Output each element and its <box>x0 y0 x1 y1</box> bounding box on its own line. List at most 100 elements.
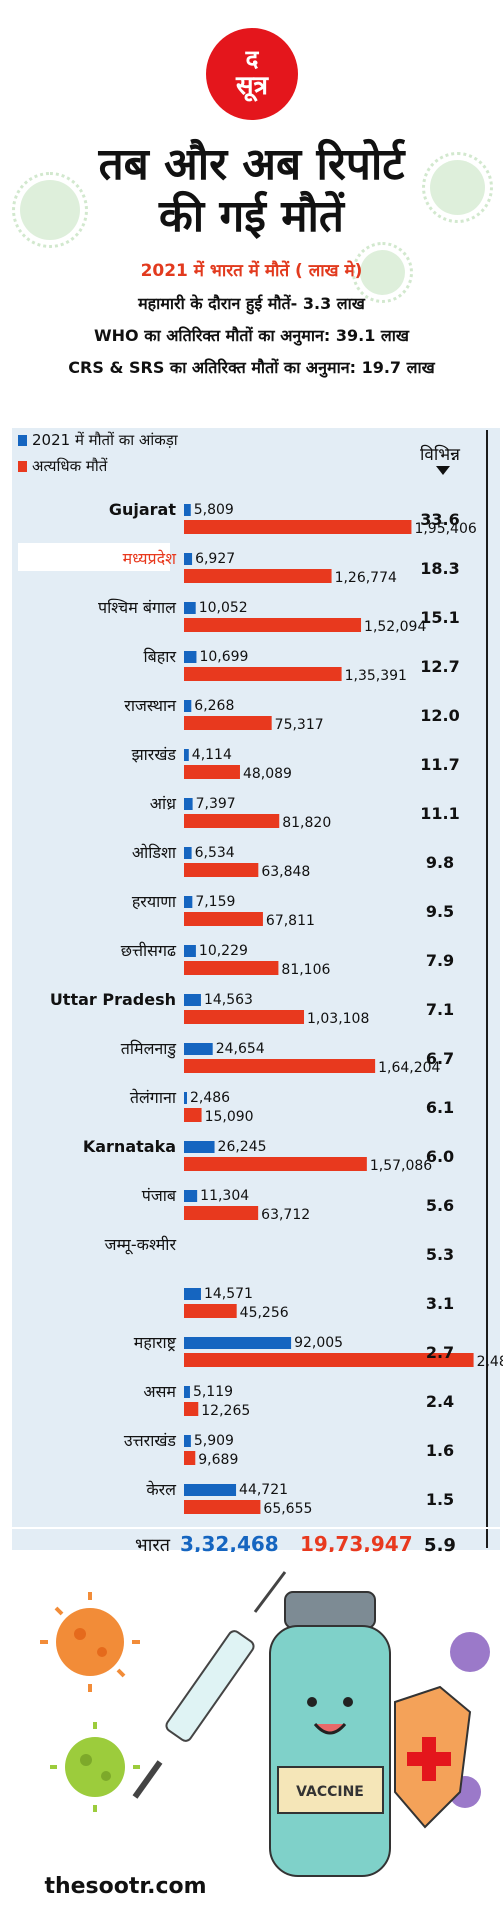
vaccine-label: VACCINE <box>296 1784 364 1800</box>
value-label-reported: 24,654 <box>216 1041 265 1057</box>
site-url: thesootr.com <box>44 1874 207 1899</box>
value-label-reported: 6,534 <box>195 845 235 861</box>
ratio-value: 18.3 <box>420 559 459 578</box>
ratio-value: 6.1 <box>426 1098 454 1117</box>
bar-reported <box>184 994 201 1006</box>
value-label-reported: 10,699 <box>199 649 248 665</box>
bar-reported <box>184 504 191 516</box>
legend-excess: अत्यधिक मौतें <box>18 456 107 476</box>
value-label-reported: 5,809 <box>194 502 234 518</box>
legend-reported: 2021 में मौतों का आंकड़ा <box>18 430 178 450</box>
value-label-reported: 10,229 <box>199 943 248 959</box>
value-label-excess: 48,089 <box>243 766 292 782</box>
bar-reported <box>184 1190 198 1202</box>
logo-line-2: सूत्र <box>236 71 268 101</box>
sort-down-icon <box>436 466 450 475</box>
category-label: ओडिशा <box>132 843 177 862</box>
value-label-excess: 63,848 <box>261 864 310 880</box>
value-label-excess: 1,03,108 <box>307 1011 369 1027</box>
bar-excess <box>184 1206 259 1220</box>
value-label-excess: 15,090 <box>205 1109 254 1125</box>
bar-reported <box>184 1337 292 1349</box>
category-label: मध्यप्रदेश <box>123 549 177 568</box>
value-label-reported: 92,005 <box>294 1335 343 1351</box>
bar-excess <box>184 1108 202 1122</box>
ratio-value: 5.3 <box>426 1245 454 1264</box>
virus-decoration-right <box>422 152 493 223</box>
value-label-excess: 1,35,391 <box>345 668 407 684</box>
legend-swatch-reported <box>18 434 27 446</box>
total-separator <box>12 1527 500 1529</box>
value-label-excess: 75,317 <box>275 717 324 733</box>
vaccine-illustration: VACCINE <box>40 1571 490 1877</box>
ratio-value: 7.9 <box>426 951 454 970</box>
virus-decoration-mid <box>352 242 413 303</box>
stat-pandemic-deaths: महामारी के दौरान हुई मौतें- 3.3 लाख <box>138 294 365 313</box>
ratio-value: 1.5 <box>426 1490 454 1509</box>
bar-excess <box>184 1451 196 1465</box>
value-label-excess: 1,57,086 <box>370 1158 432 1174</box>
category-label: तेलंगाना <box>130 1088 177 1107</box>
legend-label-excess: अत्यधिक मौतें <box>32 457 108 475</box>
bar-excess <box>184 1010 305 1024</box>
ratio-value: 2.4 <box>426 1392 454 1411</box>
bar-reported <box>184 651 197 663</box>
category-label: महाराष्ट्र <box>134 1333 177 1352</box>
ratio-value: 1.6 <box>426 1441 454 1460</box>
ratio-value: 12.7 <box>420 657 459 676</box>
bar-excess <box>184 618 362 632</box>
category-label: केरल <box>146 1480 177 1499</box>
bar-excess <box>184 1500 261 1514</box>
ratio-value: 11.1 <box>420 804 459 823</box>
category-label: छत्तीसगढ <box>121 941 177 960</box>
category-label: पंजाब <box>142 1186 177 1205</box>
ratio-value: 15.1 <box>420 608 459 627</box>
value-label-reported: 14,563 <box>204 992 253 1008</box>
total-reported: 3,32,468 <box>180 1532 279 1552</box>
ratio-value: 6.7 <box>426 1049 454 1068</box>
category-highlight <box>18 543 170 571</box>
ratio-value: 9.5 <box>426 902 454 921</box>
bar-reported <box>184 1043 213 1055</box>
value-label-excess: 81,820 <box>282 815 331 831</box>
value-label-excess: 1,52,094 <box>364 619 426 635</box>
bar-excess <box>184 961 279 975</box>
bar-excess <box>184 863 259 877</box>
virus-icon-orange <box>40 1592 140 1692</box>
value-label-reported: 10,052 <box>199 600 248 616</box>
ratio-value: 33.6 <box>420 510 459 529</box>
ratio-column-header: विभिन्न <box>420 445 460 465</box>
value-label-reported: 26,245 <box>218 1139 267 1155</box>
bar-reported <box>184 798 193 810</box>
virus-decoration-left <box>12 172 88 248</box>
category-label: हरयाणा <box>132 892 177 911</box>
brand-logo: द सूत्र <box>206 28 298 120</box>
ratio-value: 3.1 <box>426 1294 454 1313</box>
bar-reported <box>184 1435 191 1447</box>
ratio-value: 2.7 <box>426 1343 454 1362</box>
value-label-excess: 65,655 <box>263 1501 312 1517</box>
bar-excess <box>184 667 342 681</box>
vaccine-bottle-icon: VACCINE <box>269 1591 391 1877</box>
category-label: झारखंड <box>132 745 177 764</box>
bar-excess <box>184 814 280 828</box>
value-label-excess: 81,106 <box>281 962 330 978</box>
value-label-excess: 1,26,774 <box>335 570 397 586</box>
bar-reported <box>184 700 192 712</box>
total-ratio: 5.9 <box>424 1535 456 1552</box>
ratio-value: 9.8 <box>426 853 454 872</box>
category-label: Karnataka <box>83 1137 176 1156</box>
category-label: Uttar Pradesh <box>50 990 176 1009</box>
bar-excess <box>184 716 272 730</box>
bar-excess <box>184 1402 199 1416</box>
value-label-excess: 67,811 <box>266 913 315 929</box>
value-label-reported: 44,721 <box>239 1482 288 1498</box>
bar-reported <box>184 1141 215 1153</box>
category-label: पश्चिम बंगाल <box>98 598 177 617</box>
value-label-excess: 1,95,406 <box>414 521 476 537</box>
bar-excess <box>184 1157 367 1171</box>
category-label: उत्तराखंड <box>124 1431 177 1450</box>
bar-excess <box>184 1353 474 1367</box>
page-title-line-1: तब और अब रिपोर्ट <box>98 139 405 190</box>
category-label: बिहार <box>144 647 177 666</box>
